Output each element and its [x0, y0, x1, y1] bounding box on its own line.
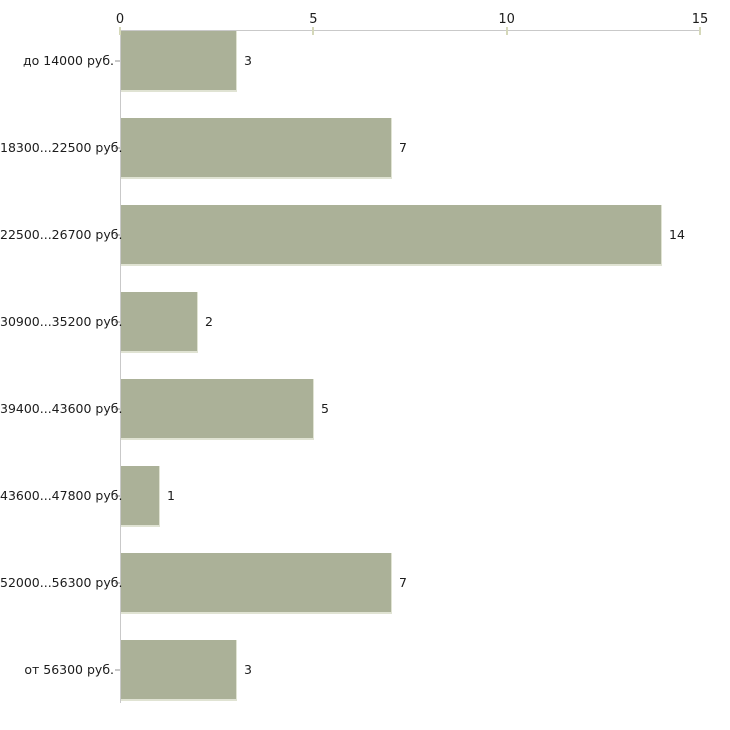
- bar: [121, 553, 392, 614]
- x-axis-tick-label: 5: [309, 12, 318, 27]
- bar: [121, 31, 237, 92]
- category-tick-mark: [115, 321, 120, 323]
- category-label: от 56300 руб.: [24, 662, 114, 677]
- bar-value-label: 1: [167, 488, 175, 503]
- bar-value-label: 14: [669, 227, 685, 242]
- x-axis-tick-label: 0: [115, 12, 125, 27]
- bar: [121, 640, 237, 701]
- bar: [121, 118, 392, 179]
- category-label: 43600...47800 руб.: [0, 488, 123, 503]
- category-tick-mark: [115, 408, 120, 410]
- bar: [121, 466, 160, 527]
- bar: [121, 379, 314, 440]
- x-axis-tick-label: 10: [498, 12, 515, 27]
- category-tick-mark: [115, 147, 120, 149]
- x-axis-tick-mark: [699, 27, 701, 35]
- x-axis-tick-mark: [119, 27, 121, 35]
- category-tick-mark: [115, 582, 120, 584]
- category-tick-mark: [115, 495, 120, 497]
- category-tick-mark: [115, 60, 120, 62]
- bar: [121, 292, 198, 353]
- category-label: 30900...35200 руб.: [0, 314, 123, 329]
- x-axis-tick-mark: [312, 27, 315, 35]
- bar-value-label: 2: [205, 314, 213, 329]
- category-label: до 14000 руб.: [22, 53, 114, 68]
- category-label: 22500...26700 руб.: [0, 227, 123, 242]
- bar: [121, 205, 662, 266]
- bar-value-label: 7: [399, 140, 407, 155]
- x-axis-line: [120, 30, 701, 31]
- bar-value-label: 3: [244, 53, 252, 68]
- y-axis-line: [120, 30, 121, 703]
- bar-value-label: 3: [244, 662, 252, 677]
- category-label: 39400...43600 руб.: [0, 401, 123, 416]
- x-axis-tick-mark: [505, 27, 508, 35]
- category-tick-mark: [115, 234, 120, 236]
- x-axis-tick-label: 15: [691, 12, 709, 27]
- category-label: 18300...22500 руб.: [0, 140, 123, 155]
- bar-value-label: 5: [321, 401, 329, 416]
- bar-value-label: 7: [399, 575, 407, 590]
- category-label: 52000...56300 руб.: [0, 575, 123, 590]
- category-tick-mark: [115, 669, 120, 671]
